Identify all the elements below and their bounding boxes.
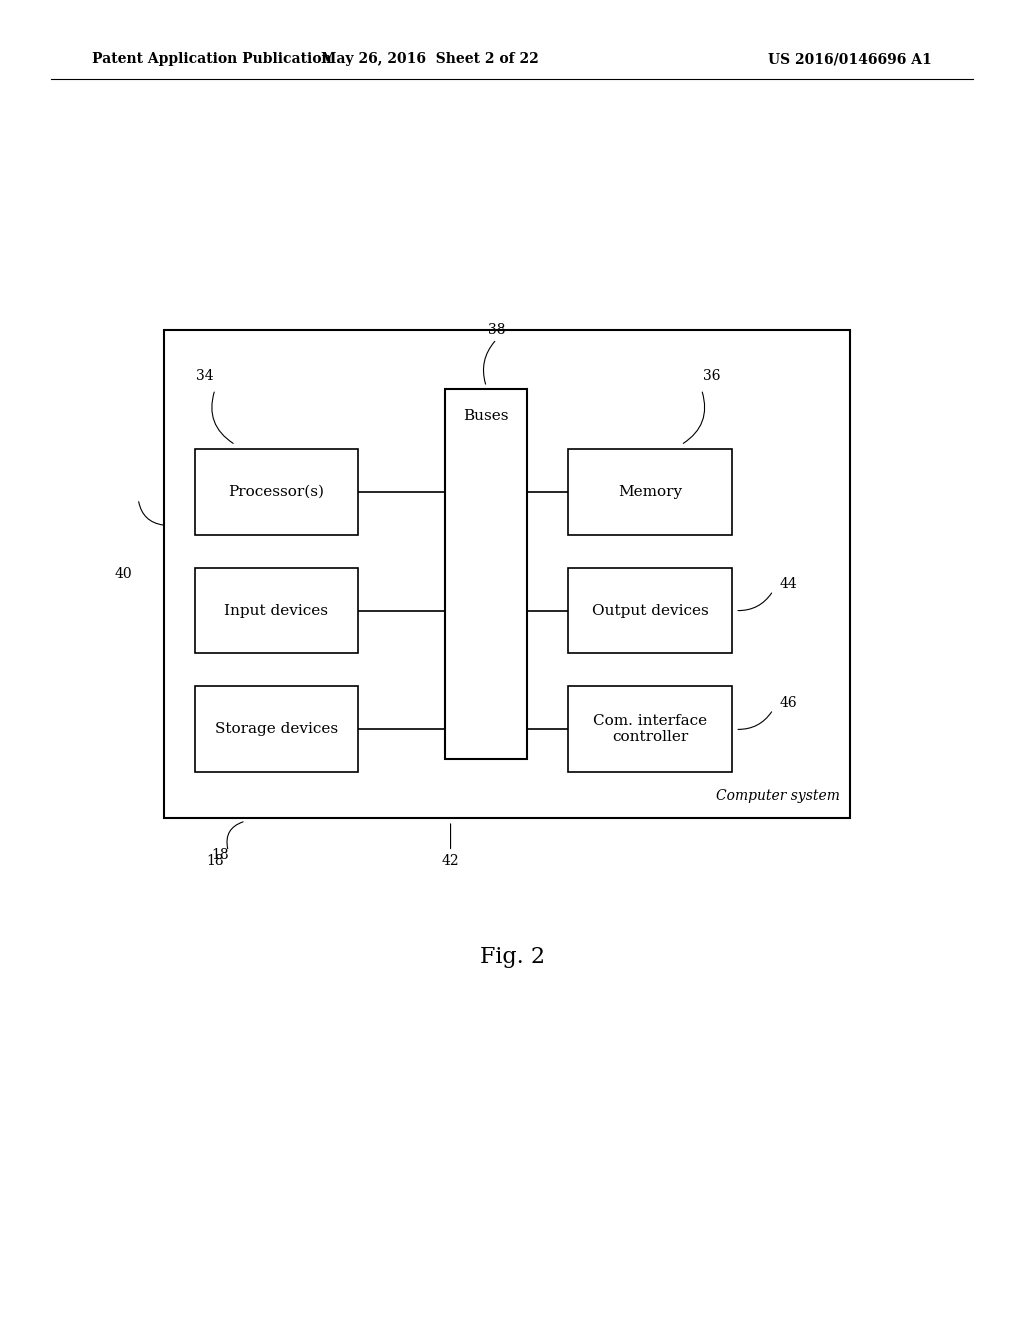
FancyBboxPatch shape [445, 389, 527, 759]
Text: Patent Application Publication: Patent Application Publication [92, 53, 332, 66]
Text: Storage devices: Storage devices [215, 722, 338, 737]
FancyBboxPatch shape [568, 686, 732, 772]
Text: 18: 18 [211, 849, 229, 862]
Text: 44: 44 [779, 577, 798, 591]
Text: Output devices: Output devices [592, 603, 709, 618]
Text: Memory: Memory [618, 484, 682, 499]
FancyBboxPatch shape [568, 568, 732, 653]
Text: Fig. 2: Fig. 2 [479, 946, 545, 968]
Text: 34: 34 [196, 370, 214, 383]
Text: 38: 38 [487, 323, 506, 337]
FancyBboxPatch shape [195, 449, 358, 535]
Text: May 26, 2016  Sheet 2 of 22: May 26, 2016 Sheet 2 of 22 [322, 53, 539, 66]
Text: 46: 46 [779, 696, 798, 710]
Text: Buses: Buses [464, 409, 509, 424]
FancyBboxPatch shape [164, 330, 850, 818]
FancyBboxPatch shape [568, 449, 732, 535]
Text: 42: 42 [441, 854, 460, 867]
FancyBboxPatch shape [195, 568, 358, 653]
Text: US 2016/0146696 A1: US 2016/0146696 A1 [768, 53, 932, 66]
Text: 18: 18 [206, 854, 224, 867]
Text: 40: 40 [114, 568, 132, 581]
Text: Computer system: Computer system [716, 788, 840, 803]
Text: Input devices: Input devices [224, 603, 329, 618]
Text: Processor(s): Processor(s) [228, 484, 325, 499]
Text: Com. interface
controller: Com. interface controller [593, 714, 708, 744]
FancyBboxPatch shape [195, 686, 358, 772]
Text: 36: 36 [702, 370, 721, 383]
